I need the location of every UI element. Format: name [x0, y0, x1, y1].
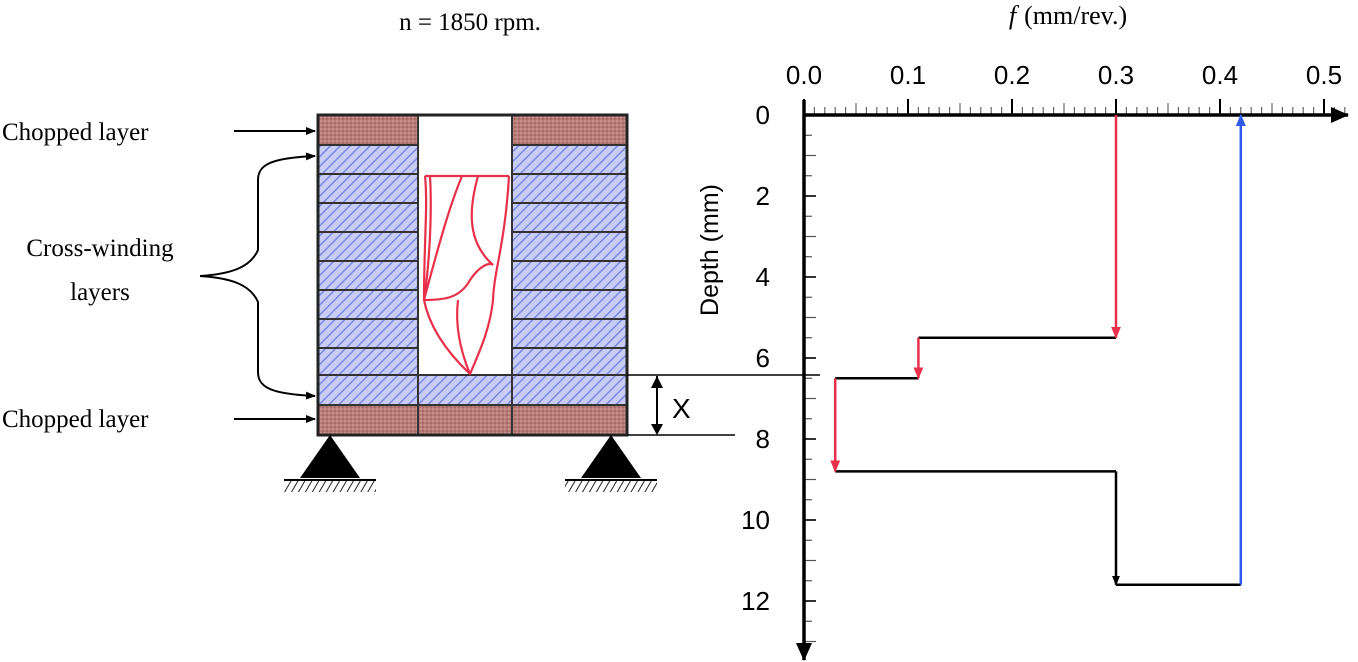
- x-tick-label: 0.0: [786, 60, 822, 90]
- y-axis-title: Depth (mm): [696, 184, 724, 316]
- left-column: [317, 114, 419, 436]
- label-cross-winding-line2: layers: [70, 279, 130, 306]
- x-tick-label: 0.4: [1202, 60, 1238, 90]
- y-tick-label: 10: [741, 505, 770, 535]
- speed-label: n = 1850 rpm.: [399, 9, 541, 36]
- right-column: [511, 114, 628, 436]
- brace-lower: [199, 275, 316, 400]
- x-axis-symbol: f: [1009, 1, 1020, 30]
- label-cross-winding-line1: Cross-winding: [26, 235, 174, 262]
- chopped-layer-top-left: [317, 114, 419, 146]
- feed-depth-chart: f (mm/rev.) Depth (mm) 0.0 0.1 0.2 0.3 0.4 0.5…: [696, 1, 1349, 661]
- label-chopped-layer-bottom: Chopped layer: [2, 406, 149, 433]
- chopped-layer-top-right: [511, 114, 628, 146]
- x-tick-label: 0.1: [890, 60, 926, 90]
- chopped-layer-bottom-right: [511, 404, 628, 436]
- y-tick-label: 2: [756, 181, 770, 211]
- center-column-remaining: [417, 374, 513, 436]
- x-tick-label: 0.3: [1098, 60, 1134, 90]
- right-support: [565, 435, 657, 492]
- drilled-hole: [417, 114, 513, 376]
- y-tick-label: 0: [756, 100, 770, 130]
- y-tick-label: 8: [756, 424, 770, 454]
- x-tick-label: 0.5: [1306, 60, 1342, 90]
- brace-upper: [199, 152, 316, 277]
- x-tick-label: 0.2: [994, 60, 1030, 90]
- x-dimension: X: [627, 374, 820, 436]
- x-axis-unit: (mm/rev.): [1024, 1, 1127, 30]
- label-chopped-layer-top: Chopped layer: [2, 119, 149, 146]
- drill-bit-outline: [422, 174, 511, 376]
- y-tick-label: 4: [756, 262, 770, 292]
- chopped-layer-bottom-left: [317, 404, 419, 436]
- x-axis-title: f (mm/rev.): [1009, 1, 1127, 30]
- left-support: [284, 435, 376, 492]
- y-tick-label: 12: [741, 586, 770, 616]
- x-dimension-label: X: [672, 393, 691, 424]
- y-tick-label: 6: [756, 343, 770, 373]
- specimen-block: [284, 113, 657, 492]
